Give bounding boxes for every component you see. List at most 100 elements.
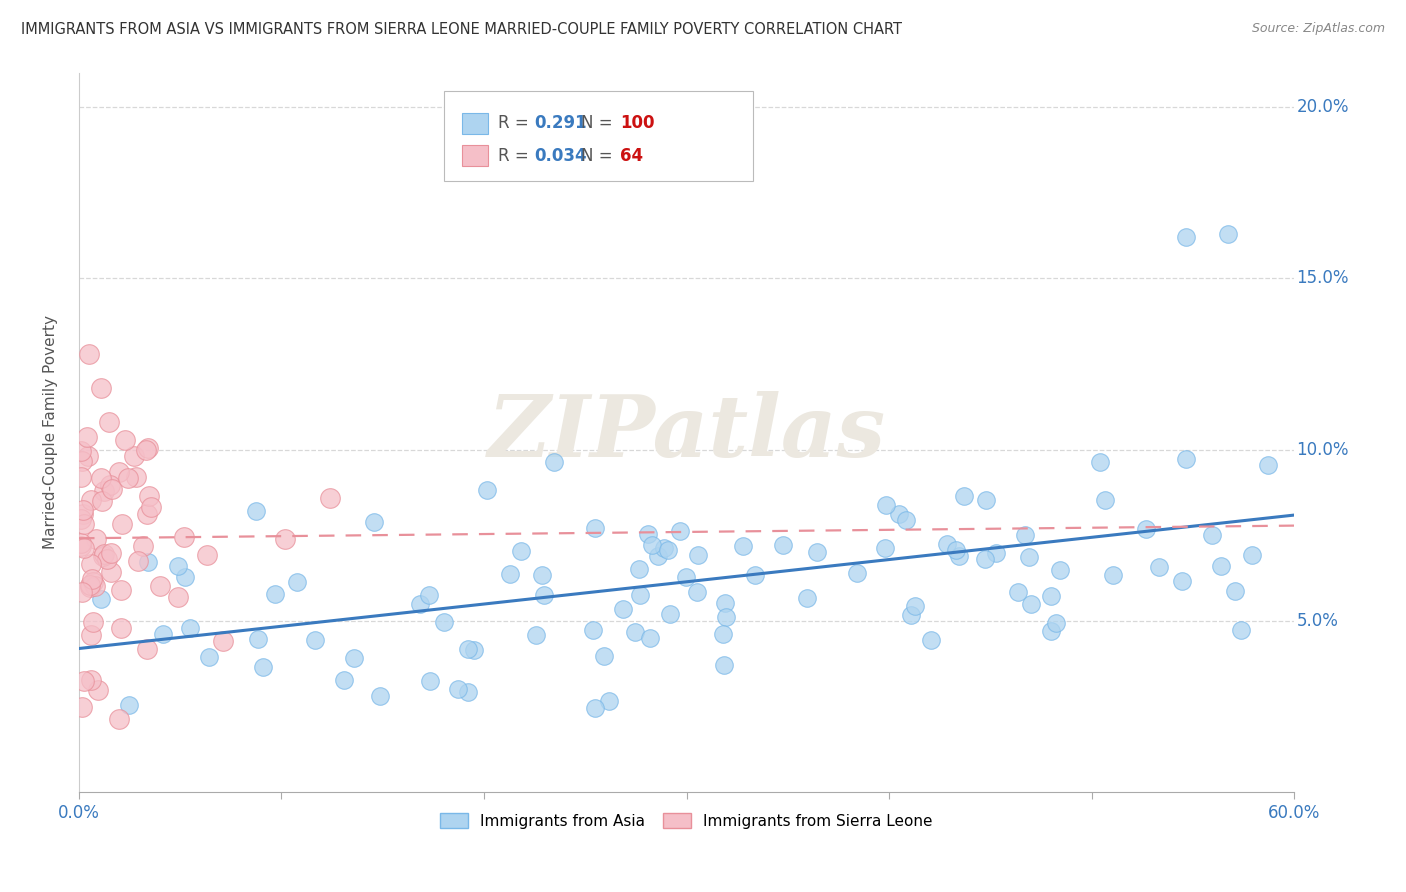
Point	[1102, 568, 1125, 582]
Point	[80, 628, 103, 642]
Point	[920, 633, 942, 648]
Point	[79, 580, 101, 594]
Point	[846, 566, 869, 581]
Text: 15.0%: 15.0%	[1296, 269, 1350, 287]
Point	[167, 558, 190, 573]
Point	[79, 347, 101, 361]
Point	[96, 551, 118, 566]
Point	[70, 454, 93, 468]
Point	[875, 498, 897, 512]
Point	[1135, 522, 1157, 536]
Text: ZIPatlas: ZIPatlas	[488, 391, 886, 475]
Point	[70, 584, 93, 599]
Point	[935, 537, 957, 551]
Point	[72, 700, 94, 714]
Point	[409, 597, 432, 611]
Text: 5.0%: 5.0%	[1296, 612, 1339, 630]
Point	[974, 493, 997, 508]
Point	[90, 493, 112, 508]
Y-axis label: Married-Couple Family Poverty: Married-Couple Family Poverty	[44, 316, 58, 549]
Point	[100, 545, 122, 559]
Point	[80, 558, 103, 572]
Point	[73, 673, 96, 688]
Point	[713, 657, 735, 672]
Point	[887, 507, 910, 521]
Point	[72, 508, 94, 522]
Point	[510, 544, 533, 558]
Point	[73, 517, 96, 532]
Point	[713, 627, 735, 641]
Point	[83, 579, 105, 593]
Point	[141, 500, 163, 514]
Point	[1007, 585, 1029, 599]
Point	[543, 455, 565, 469]
Point	[904, 599, 927, 613]
Point	[136, 555, 159, 569]
Point	[1241, 549, 1264, 563]
Point	[772, 538, 794, 552]
Point	[110, 621, 132, 635]
Point	[90, 471, 112, 485]
Point	[125, 470, 148, 484]
Point	[952, 489, 974, 503]
Point	[1149, 559, 1171, 574]
Point	[652, 541, 675, 556]
Point	[499, 566, 522, 581]
FancyBboxPatch shape	[443, 91, 754, 181]
Legend: Immigrants from Asia, Immigrants from Sierra Leone: Immigrants from Asia, Immigrants from Si…	[434, 806, 939, 835]
Point	[628, 588, 651, 602]
Point	[70, 536, 93, 550]
Point	[77, 450, 100, 464]
Point	[211, 633, 233, 648]
Point	[533, 588, 555, 602]
Bar	[461, 145, 488, 167]
Point	[419, 673, 441, 688]
Point	[447, 682, 470, 697]
Point	[82, 575, 104, 590]
Point	[796, 591, 818, 605]
Point	[100, 565, 122, 579]
Point	[582, 623, 605, 637]
Point	[70, 470, 93, 484]
Point	[131, 539, 153, 553]
Point	[530, 568, 553, 582]
Point	[149, 579, 172, 593]
Point	[1040, 589, 1063, 603]
Point	[245, 504, 267, 518]
Point	[179, 621, 201, 635]
Point	[598, 693, 620, 707]
Point	[198, 650, 221, 665]
Point	[195, 548, 218, 562]
Point	[647, 549, 669, 564]
Point	[90, 592, 112, 607]
Text: Source: ZipAtlas.com: Source: ZipAtlas.com	[1251, 22, 1385, 36]
Text: N =: N =	[581, 114, 617, 132]
Point	[973, 552, 995, 566]
Point	[418, 588, 440, 602]
Point	[894, 512, 917, 526]
Point	[1019, 597, 1042, 611]
Point	[637, 526, 659, 541]
Point	[583, 701, 606, 715]
Point	[304, 632, 326, 647]
Point	[152, 627, 174, 641]
Point	[117, 471, 139, 485]
Point	[1175, 230, 1198, 244]
Text: N =: N =	[581, 146, 617, 165]
Point	[945, 543, 967, 558]
Point	[713, 596, 735, 610]
Point	[98, 415, 121, 429]
Point	[668, 524, 690, 538]
Point	[98, 477, 121, 491]
Point	[174, 569, 197, 583]
Point	[1018, 550, 1040, 565]
Point	[72, 503, 94, 517]
Point	[457, 685, 479, 699]
Point	[319, 491, 342, 506]
Point	[136, 441, 159, 455]
Point	[135, 443, 157, 458]
Point	[638, 632, 661, 646]
Point	[127, 554, 149, 568]
Point	[264, 587, 287, 601]
Point	[806, 545, 828, 559]
